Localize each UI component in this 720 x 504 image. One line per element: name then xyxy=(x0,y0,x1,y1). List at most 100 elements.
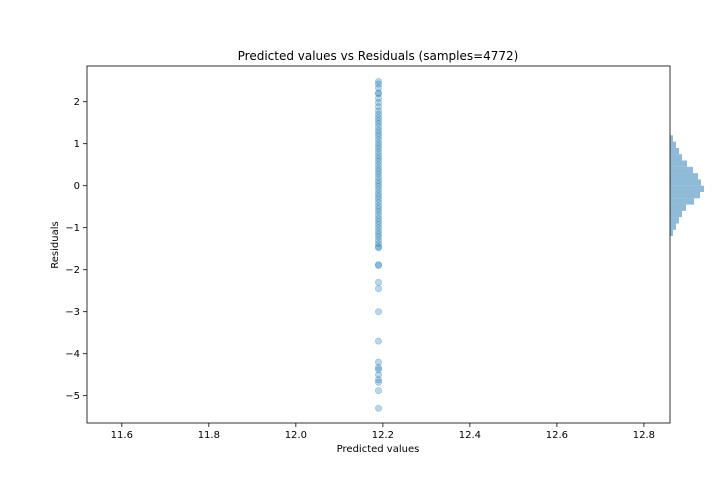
scatter-point xyxy=(374,243,382,251)
scatter-point xyxy=(374,199,382,207)
scatter-point xyxy=(374,136,382,144)
scatter-point xyxy=(374,103,382,111)
scatter-point xyxy=(374,123,382,131)
x-axis-ticks: 11.6 11.8 12.0 12.2 12.4 12.6 12.8 xyxy=(111,423,655,441)
scatter-point xyxy=(374,205,382,213)
scatter-point xyxy=(374,126,382,134)
scatter-point xyxy=(374,164,382,172)
x-tick-label: 12.8 xyxy=(633,430,655,441)
scatter-point xyxy=(374,80,382,88)
scatter-point xyxy=(374,167,382,175)
scatter-point xyxy=(374,114,382,122)
y-tick-label: −4 xyxy=(65,349,80,360)
scatter-point xyxy=(374,224,382,232)
x-tick-label: 12.0 xyxy=(285,430,307,441)
scatter-point xyxy=(374,358,382,366)
scatter-point xyxy=(374,120,382,128)
scatter-point xyxy=(374,154,382,162)
histogram-bar xyxy=(670,192,700,199)
scatter-point xyxy=(374,261,382,269)
histogram-bar xyxy=(670,141,676,148)
y-tick-label: −1 xyxy=(65,223,80,234)
histogram-bar xyxy=(670,223,676,230)
histogram-bar xyxy=(670,147,679,155)
scatter-point xyxy=(374,285,382,293)
scatter-point xyxy=(374,145,382,153)
scatter-point xyxy=(374,129,382,137)
histogram-bar xyxy=(670,135,673,142)
scatter-point xyxy=(374,183,382,191)
scatter-point xyxy=(374,173,382,181)
histogram-bar xyxy=(670,229,673,237)
y-tick-label: 0 xyxy=(74,181,80,192)
histogram-bar xyxy=(670,154,682,161)
scatter-point xyxy=(374,230,382,238)
scatter-point xyxy=(374,371,382,379)
histogram-bar xyxy=(670,210,682,218)
x-tick-label: 11.6 xyxy=(111,430,133,441)
scatter-point xyxy=(374,387,382,395)
y-axis-ticks: 2 1 0 −1 −2 −3 −4 −5 xyxy=(65,97,87,402)
scatter-point xyxy=(374,142,382,150)
y-tick-label: −5 xyxy=(65,391,80,402)
residual-histogram xyxy=(670,135,704,237)
histogram-bar xyxy=(670,160,687,167)
scatter-point xyxy=(374,107,382,115)
y-tick-label: 2 xyxy=(74,97,80,108)
histogram-bar xyxy=(670,166,693,174)
scatter-point xyxy=(374,132,382,140)
scatter-point xyxy=(374,139,382,147)
histogram-bar xyxy=(670,217,679,224)
y-tick-label: 1 xyxy=(74,139,80,150)
scatter-point xyxy=(374,244,382,252)
x-tick-label: 12.6 xyxy=(546,430,568,441)
scatter-point xyxy=(374,195,382,203)
histogram-bar xyxy=(670,173,698,180)
scatter-point xyxy=(374,94,382,102)
scatter-point xyxy=(374,170,382,178)
scatter-point xyxy=(374,337,382,345)
y-tick-label: −2 xyxy=(65,265,80,276)
plot-frame xyxy=(86,65,671,424)
scatter-point xyxy=(374,99,382,107)
scatter-point xyxy=(374,376,382,384)
x-tick-label: 12.4 xyxy=(459,430,481,441)
scatter-point xyxy=(374,186,382,194)
scatter-point xyxy=(374,117,382,125)
scatter-point xyxy=(374,364,382,372)
scatter-point xyxy=(374,211,382,219)
scatter-point xyxy=(374,157,382,165)
scatter-point xyxy=(374,84,382,92)
scatter-point xyxy=(374,161,382,169)
x-tick-label: 12.2 xyxy=(372,430,394,441)
histogram-bar xyxy=(670,198,694,205)
x-tick-label: 11.8 xyxy=(198,430,220,441)
scatter-points xyxy=(374,78,382,412)
scatter-point xyxy=(374,192,382,200)
scatter-point xyxy=(374,261,382,269)
scatter-point xyxy=(374,217,382,225)
scatter-point xyxy=(374,214,382,222)
scatter-point xyxy=(374,90,382,98)
scatter-point xyxy=(374,177,382,185)
scatter-point xyxy=(374,208,382,216)
scatter-point xyxy=(374,189,382,197)
histogram-bar xyxy=(670,179,701,186)
scatter-point xyxy=(374,240,382,248)
scatter-point xyxy=(374,233,382,241)
scatter-point xyxy=(374,227,382,235)
scatter-point xyxy=(374,366,382,374)
x-axis-label: Predicted values xyxy=(337,444,420,455)
scatter-point xyxy=(374,220,382,228)
scatter-point xyxy=(374,404,382,412)
scatter-point xyxy=(374,378,382,386)
histogram-bar xyxy=(670,185,704,192)
scatter-point xyxy=(374,78,382,86)
scatter-point xyxy=(374,202,382,210)
scatter-point xyxy=(374,236,382,244)
y-axis-label: Residuals xyxy=(50,221,61,268)
scatter-point xyxy=(374,278,382,286)
scatter-point xyxy=(374,308,382,316)
scatter-point xyxy=(374,151,382,159)
